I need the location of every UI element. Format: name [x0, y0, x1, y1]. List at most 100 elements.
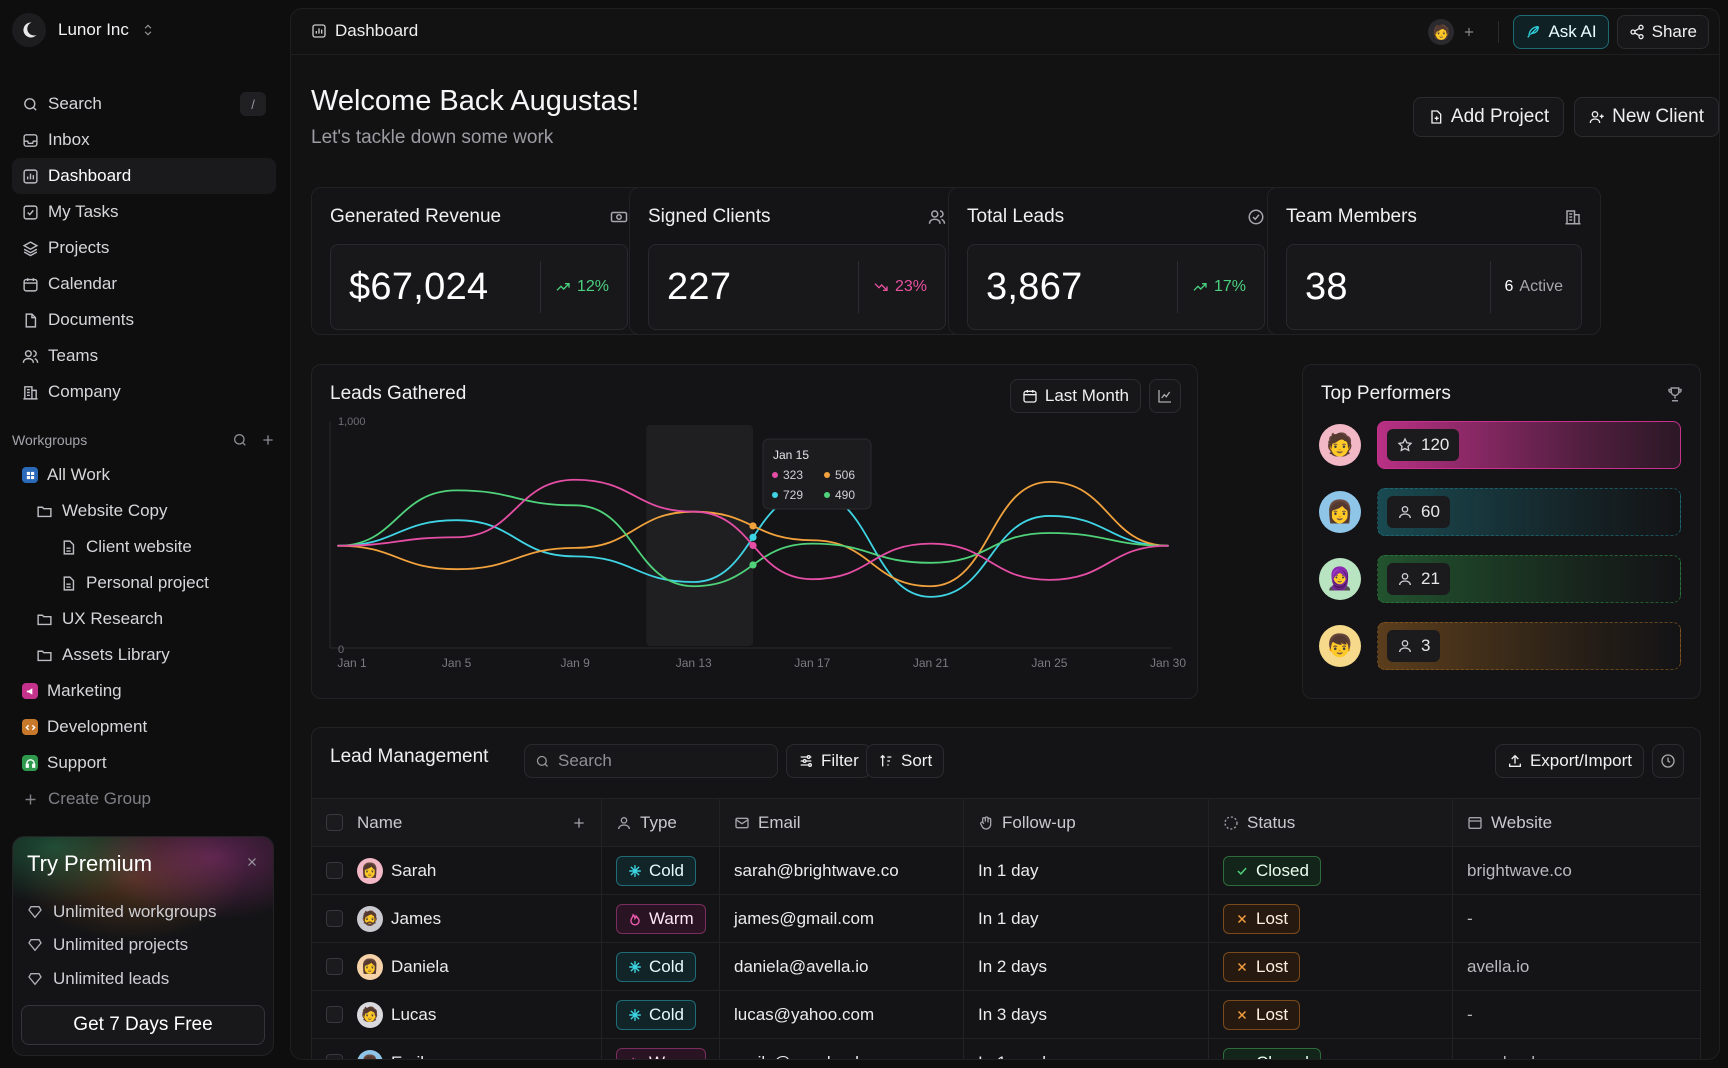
column-header-website[interactable]: Website [1453, 799, 1700, 847]
cell-status: Lost [1209, 942, 1453, 991]
workgroup-ux-research[interactable]: UX Research [12, 601, 276, 637]
row-checkbox[interactable] [326, 910, 343, 927]
table-row[interactable]: 🧑 Lucas Cold lucas@yahoo.com In 3 days L… [312, 990, 1700, 1039]
premium-trial-button[interactable]: Get 7 Days Free [21, 1005, 265, 1045]
sidebar-item-company[interactable]: Company [12, 374, 276, 410]
workgroup-development[interactable]: Development [12, 709, 276, 745]
cell-website: brightwave.co [1453, 847, 1700, 895]
performer-row[interactable]: 🧑 120 [1319, 421, 1685, 469]
tooltip-date: Jan 15 [773, 448, 809, 462]
trend-up-icon [1192, 279, 1208, 295]
add-project-label: Add Project [1450, 106, 1550, 127]
workgroup-support[interactable]: Support [12, 745, 276, 781]
lead-name: Daniela [391, 956, 449, 976]
share-button[interactable]: Share [1616, 15, 1709, 49]
chart-type-button[interactable] [1149, 379, 1181, 413]
select-all-checkbox[interactable] [326, 814, 343, 831]
document-icon [22, 312, 39, 329]
collaborator-avatar[interactable]: 🧑 [1428, 19, 1455, 45]
x-tick-label: Jan 25 [1031, 656, 1067, 670]
type-badge[interactable]: Cold [616, 855, 696, 886]
breadcrumb: Dashboard [311, 21, 418, 41]
org-switcher[interactable]: Lunor Inc [12, 13, 155, 47]
performer-value: 120 [1421, 435, 1450, 454]
sidebar-item-projects[interactable]: Projects [12, 230, 276, 266]
performer-score: 21 [1387, 563, 1450, 595]
date-range-button[interactable]: Last Month [1009, 379, 1141, 413]
column-header-email[interactable]: Email [720, 798, 964, 847]
row-checkbox[interactable] [326, 958, 343, 975]
type-badge[interactable]: Cold [616, 999, 696, 1030]
performer-row[interactable]: 👦 3 [1319, 622, 1685, 670]
lead-email[interactable]: sarah@brightwave.co [734, 860, 899, 880]
sidebar-item-my-tasks[interactable]: My Tasks [12, 194, 276, 230]
sidebar-item-label: Documents [48, 310, 134, 329]
table-row[interactable]: 🧔 James Warm james@gmail.com In 1 day Lo… [312, 894, 1700, 943]
status-badge[interactable]: Closed [1223, 1047, 1321, 1059]
lead-website[interactable]: - [1467, 1004, 1473, 1024]
new-client-button[interactable]: New Client [1574, 97, 1719, 137]
performer-row[interactable]: 👩 60 [1319, 488, 1685, 536]
table-search[interactable] [524, 744, 778, 778]
lead-website[interactable]: zencloud.com [1467, 1053, 1572, 1060]
type-badge[interactable]: Cold [616, 951, 696, 982]
workgroup-client-website[interactable]: Client website [12, 529, 276, 565]
workgroups-search-icon[interactable] [232, 432, 248, 448]
table-row[interactable]: 👩 Emily Warm emily@zencloud.com In 1 wee… [312, 1038, 1700, 1060]
create-group-button[interactable]: Create Group [12, 781, 276, 817]
sidebar-item-calendar[interactable]: Calendar [12, 266, 276, 302]
tooltip-value: 506 [835, 468, 855, 482]
add-workgroup-plus-icon[interactable] [260, 432, 276, 448]
sidebar-item-documents[interactable]: Documents [12, 302, 276, 338]
lead-email[interactable]: james@gmail.com [734, 908, 875, 928]
lead-website[interactable]: - [1467, 908, 1473, 928]
add-project-button[interactable]: Add Project [1412, 97, 1565, 137]
table-row[interactable]: 👩 Sarah Cold sarah@brightwave.co In 1 da… [312, 846, 1700, 895]
column-header-name[interactable]: Name [312, 798, 602, 847]
lead-email[interactable]: lucas@yahoo.com [734, 1004, 875, 1024]
workgroup-personal-project[interactable]: Personal project [12, 565, 276, 601]
status-badge[interactable]: Lost [1223, 951, 1301, 982]
building-icon [1564, 208, 1582, 226]
sort-button[interactable]: Sort [866, 744, 945, 778]
lead-website[interactable]: brightwave.co [1467, 860, 1572, 880]
status-badge[interactable]: Closed [1223, 855, 1321, 886]
performer-avatar: 👩 [1319, 491, 1361, 533]
ask-ai-button[interactable]: Ask AI [1513, 15, 1609, 49]
column-header-followup[interactable]: Follow-up [964, 798, 1209, 847]
column-header-status[interactable]: Status [1209, 798, 1453, 847]
table-search-input[interactable] [558, 751, 758, 771]
performer-row[interactable]: 🧕 21 [1319, 555, 1685, 603]
sidebar-search[interactable]: Search / [12, 86, 276, 122]
workgroup-marketing[interactable]: Marketing [12, 673, 276, 709]
lead-email[interactable]: emily@zencloud.com [734, 1053, 896, 1060]
main-panel: Dashboard 🧑 Ask AI Share Welcome Back Au… [290, 8, 1720, 1060]
row-checkbox[interactable] [326, 862, 343, 879]
column-header-type[interactable]: Type [602, 798, 720, 847]
status-badge[interactable]: Lost [1223, 999, 1301, 1030]
workgroup-assets-library[interactable]: Assets Library [12, 637, 276, 673]
type-badge[interactable]: Warm [616, 1047, 706, 1059]
row-checkbox[interactable] [326, 1006, 343, 1023]
type-badge[interactable]: Warm [616, 903, 706, 934]
table-row[interactable]: 👩 Daniela Cold daniela@avella.io In 2 da… [312, 942, 1700, 991]
performer-score: 3 [1387, 630, 1441, 662]
sidebar-item-dashboard[interactable]: Dashboard [12, 158, 276, 194]
lead-website[interactable]: avella.io [1467, 956, 1530, 976]
filter-button[interactable]: Filter [786, 744, 871, 778]
close-icon[interactable] [245, 855, 259, 869]
sidebar-item-teams[interactable]: Teams [12, 338, 276, 374]
export-import-button[interactable]: Export/Import [1494, 744, 1644, 778]
row-checkbox[interactable] [326, 1054, 343, 1059]
workgroup-all-work[interactable]: All Work [12, 457, 276, 493]
workgroup-website-copy[interactable]: Website Copy [12, 493, 276, 529]
add-collaborator-plus-icon[interactable] [1462, 25, 1476, 39]
upload-icon [1507, 753, 1523, 769]
sidebar-item-inbox[interactable]: Inbox [12, 122, 276, 158]
history-button[interactable] [1652, 744, 1684, 778]
history-icon [1660, 753, 1676, 769]
status-badge[interactable]: Lost [1223, 903, 1301, 934]
lead-email[interactable]: daniela@avella.io [734, 956, 869, 976]
add-column-plus-icon[interactable] [571, 815, 587, 831]
